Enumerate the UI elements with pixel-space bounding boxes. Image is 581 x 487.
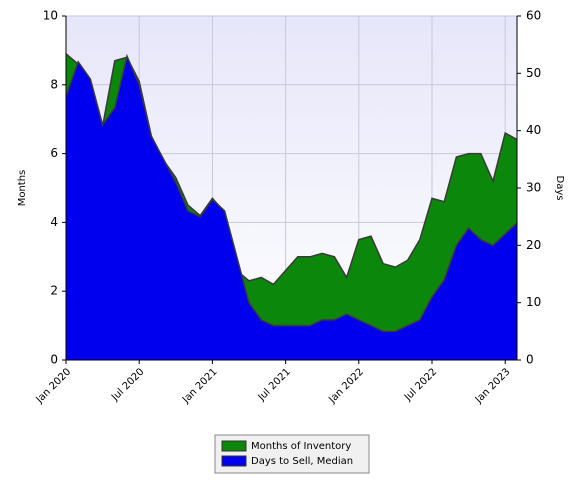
y2-tick-label: 50 bbox=[526, 66, 541, 80]
legend-swatch bbox=[221, 455, 247, 467]
y-tick-label: 6 bbox=[50, 146, 58, 160]
y2-tick-label: 60 bbox=[526, 9, 541, 23]
x-tick-label: Jan 2021 bbox=[180, 366, 220, 406]
y-axis-title: Months bbox=[17, 170, 28, 207]
y-tick-label: 4 bbox=[50, 215, 58, 229]
x-tick-label: Jan 2020 bbox=[34, 366, 74, 406]
y-tick-label: 2 bbox=[50, 284, 58, 298]
y2-tick-label: 20 bbox=[526, 238, 541, 252]
y2-tick-label: 40 bbox=[526, 123, 541, 137]
legend-label: Months of Inventory bbox=[251, 441, 351, 452]
legend-label: Days to Sell, Median bbox=[251, 456, 353, 467]
y2-tick-label: 10 bbox=[526, 295, 541, 309]
y2-tick-label: 30 bbox=[526, 181, 541, 195]
y-tick-label: 0 bbox=[50, 353, 58, 367]
x-tick-label: Jul 2021 bbox=[256, 366, 293, 403]
legend-swatch bbox=[221, 440, 247, 452]
x-tick-label: Jul 2022 bbox=[402, 366, 439, 403]
x-tick-label: Jan 2022 bbox=[326, 366, 366, 406]
y-tick-label: 10 bbox=[43, 9, 58, 23]
y-tick-label: 8 bbox=[50, 77, 58, 91]
area bbox=[66, 56, 518, 361]
y2-axis-title: Days bbox=[554, 176, 565, 201]
y2-tick-label: 0 bbox=[526, 353, 534, 367]
area-outline bbox=[65, 53, 518, 333]
legend: Months of Inventory Days to Sell, Median bbox=[214, 434, 370, 474]
x-tick-label: Jan 2023 bbox=[473, 366, 513, 406]
x-tick-label: Jul 2020 bbox=[109, 366, 146, 403]
